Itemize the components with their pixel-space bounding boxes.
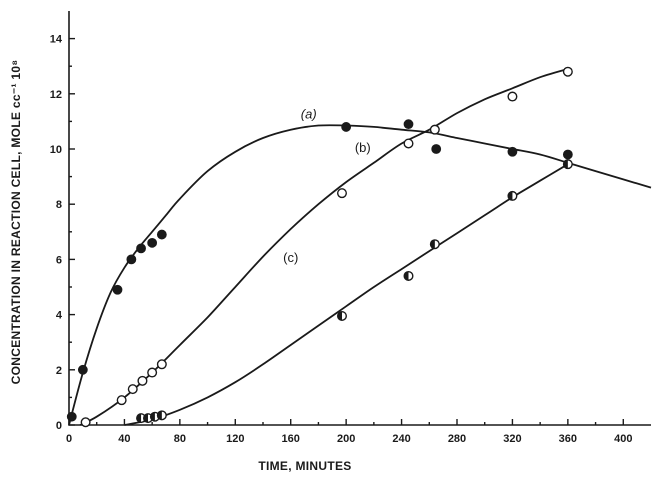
- y-tick-label: 2: [56, 365, 62, 377]
- y-tick-label: 14: [50, 34, 63, 46]
- series-0-point: [147, 237, 158, 248]
- series-0-point: [431, 144, 442, 154]
- series-1-point: [137, 375, 148, 386]
- series-0-curve: [68, 124, 652, 426]
- curve-label-1: (b): [355, 140, 371, 155]
- labels: (a) (b) (c): [283, 107, 371, 266]
- y-tick-label: 0: [56, 420, 62, 432]
- series-2-point: [136, 413, 147, 424]
- y-tick-label: 12: [50, 89, 62, 101]
- series-1-point: [127, 384, 138, 395]
- series-0-point: [341, 122, 352, 132]
- series-1-point: [429, 124, 440, 135]
- series-0-point: [66, 411, 77, 422]
- x-tick-label: 360: [559, 433, 577, 445]
- series-2-curve: [124, 163, 569, 426]
- x-tick-label: 0: [66, 433, 72, 445]
- series-1-point: [562, 66, 573, 77]
- y-tick-label: 6: [56, 254, 62, 266]
- series-2-point: [507, 190, 518, 201]
- series-2-point: [156, 410, 167, 421]
- series-0-point: [403, 119, 414, 130]
- series-1-point: [80, 417, 91, 428]
- curve-label-0: (a): [301, 107, 317, 122]
- y-tick-label: 10: [50, 144, 62, 156]
- series-0-point: [112, 284, 123, 295]
- x-tick-label: 280: [448, 433, 466, 445]
- series-1-point: [336, 188, 347, 199]
- series-0-point: [562, 149, 573, 160]
- series-2-point: [336, 310, 347, 321]
- x-tick-label: 200: [337, 433, 355, 445]
- x-tick-label: 40: [118, 433, 130, 445]
- x-tick-label: 120: [226, 433, 244, 445]
- series-1-point: [156, 359, 167, 370]
- x-tick-label: 320: [503, 433, 521, 445]
- series-2-point: [403, 270, 414, 281]
- y-tick-label: 8: [56, 199, 62, 211]
- x-tick-label: 240: [392, 433, 410, 445]
- x-tick-label: 80: [174, 433, 186, 445]
- series-0-point: [507, 146, 518, 157]
- markers: [66, 66, 573, 428]
- series-0-point: [136, 243, 146, 254]
- series-1-point: [507, 91, 518, 102]
- series-0-point: [156, 229, 167, 240]
- axes: 0 40 80 120 160 200 240 280 320 360 400 0 2 4 6 8 10 12 14: [50, 11, 651, 445]
- x-tick-label: 160: [282, 433, 300, 445]
- series-1-point: [116, 395, 127, 406]
- curve-label-2: (c): [283, 250, 298, 265]
- series-0-point: [126, 254, 137, 265]
- series-1-point: [147, 367, 158, 378]
- series-0-point: [77, 364, 88, 375]
- y-axis-title: CONCENTRATION IN REACTION CELL, MOLE cc⁻…: [9, 60, 23, 385]
- y-tick-label: 4: [56, 310, 63, 322]
- x-tick-label: 400: [614, 433, 632, 445]
- series-2-point: [429, 239, 440, 250]
- x-axis-title: TIME, MINUTES: [258, 459, 351, 473]
- series-1-point: [403, 138, 414, 149]
- series-2-point: [562, 159, 573, 170]
